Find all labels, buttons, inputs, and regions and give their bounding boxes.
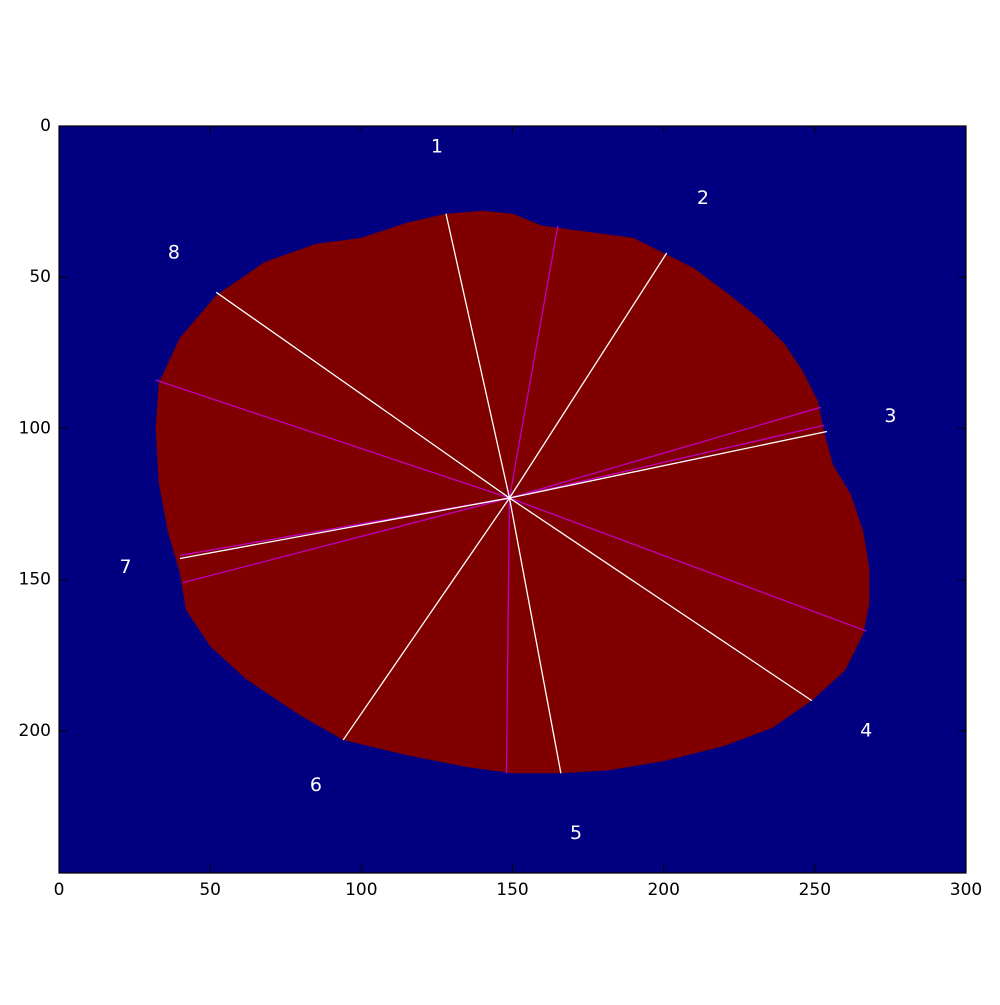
axes: 0 50 100 150 200 250 300 0 50 100 150 200 bbox=[19, 116, 983, 900]
boundary-line-4 bbox=[509, 497, 813, 702]
boundary-line-6 bbox=[342, 497, 511, 741]
x-tick-label: 50 bbox=[199, 880, 221, 900]
sector-label-2: 2 bbox=[697, 187, 709, 209]
sector-label-1: 1 bbox=[431, 136, 443, 158]
x-tick-label: 200 bbox=[647, 880, 679, 900]
y-tick-label: 150 bbox=[19, 570, 51, 590]
bisector-line-3 bbox=[509, 497, 867, 632]
sector-label-6: 6 bbox=[310, 774, 322, 796]
x-tick-label: 300 bbox=[950, 880, 982, 900]
boundary-line-1 bbox=[445, 213, 511, 499]
boundary-line-2 bbox=[508, 252, 668, 499]
sector-label-3: 3 bbox=[884, 405, 896, 427]
bisector-line-5 bbox=[182, 497, 510, 584]
boundary-line-7 bbox=[179, 497, 510, 560]
x-tick-label: 100 bbox=[345, 880, 377, 900]
sector-label-4: 4 bbox=[860, 719, 872, 741]
plot-area: 1 2 3 4 5 6 7 8 bbox=[59, 126, 966, 873]
x-tick-label: 0 bbox=[54, 880, 65, 900]
x-tick-label: 250 bbox=[799, 880, 831, 900]
boundary-line-8 bbox=[215, 291, 510, 499]
y-tick-label: 0 bbox=[40, 116, 51, 136]
bisector-line-6 bbox=[155, 379, 510, 499]
y-tick-label: 100 bbox=[19, 418, 51, 438]
bisector-line-2 bbox=[509, 406, 822, 499]
x-tick-label: 150 bbox=[496, 880, 528, 900]
bisector-line-1 bbox=[508, 225, 559, 499]
bisector-line-7 bbox=[509, 424, 825, 499]
boundary-line-3 bbox=[509, 430, 828, 499]
y-tick-label: 50 bbox=[29, 267, 51, 287]
bisector-line-4 bbox=[505, 497, 511, 774]
segmented-region bbox=[155, 210, 870, 774]
boundary-line-5 bbox=[508, 497, 562, 774]
sector-label-5: 5 bbox=[570, 822, 582, 844]
sector-label-8: 8 bbox=[168, 242, 180, 264]
sector-label-7: 7 bbox=[119, 556, 131, 578]
y-tick-label: 200 bbox=[19, 721, 51, 741]
